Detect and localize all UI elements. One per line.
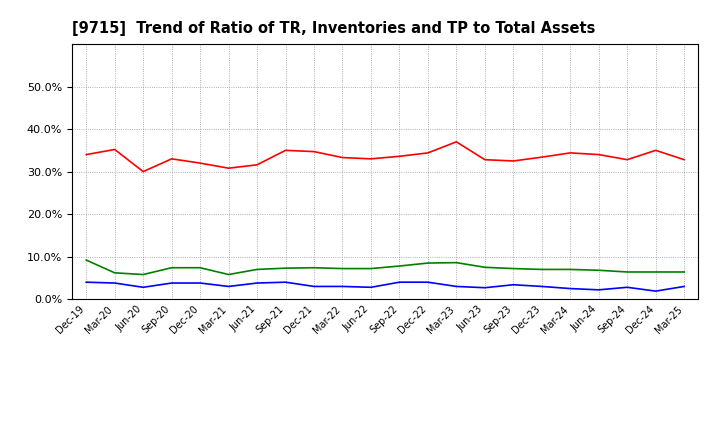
- Trade Payables: [680, 269, 688, 275]
- Trade Payables: [167, 265, 176, 270]
- Inventories: [595, 287, 603, 293]
- Trade Payables: [253, 267, 261, 272]
- Trade Payables: [566, 267, 575, 272]
- Trade Payables: [395, 264, 404, 269]
- Trade Receivables: [680, 157, 688, 162]
- Trade Receivables: [652, 148, 660, 153]
- Trade Receivables: [509, 158, 518, 164]
- Trade Receivables: [196, 161, 204, 166]
- Trade Payables: [537, 267, 546, 272]
- Trade Receivables: [225, 165, 233, 171]
- Trade Receivables: [423, 150, 432, 155]
- Inventories: [623, 285, 631, 290]
- Trade Payables: [595, 268, 603, 273]
- Trade Payables: [452, 260, 461, 265]
- Line: Trade Receivables: Trade Receivables: [86, 142, 684, 172]
- Inventories: [167, 280, 176, 286]
- Trade Receivables: [452, 139, 461, 144]
- Inventories: [509, 282, 518, 287]
- Inventories: [395, 279, 404, 285]
- Trade Payables: [196, 265, 204, 270]
- Trade Receivables: [537, 154, 546, 160]
- Trade Payables: [338, 266, 347, 271]
- Trade Receivables: [167, 156, 176, 161]
- Trade Payables: [110, 270, 119, 275]
- Inventories: [680, 284, 688, 289]
- Trade Receivables: [595, 152, 603, 157]
- Trade Payables: [310, 265, 318, 270]
- Inventories: [652, 289, 660, 294]
- Inventories: [110, 280, 119, 286]
- Trade Receivables: [623, 157, 631, 162]
- Inventories: [82, 279, 91, 285]
- Trade Receivables: [139, 169, 148, 174]
- Trade Payables: [366, 266, 375, 271]
- Trade Receivables: [110, 147, 119, 152]
- Inventories: [196, 280, 204, 286]
- Inventories: [225, 284, 233, 289]
- Trade Payables: [480, 265, 489, 270]
- Inventories: [338, 284, 347, 289]
- Trade Receivables: [338, 155, 347, 160]
- Trade Payables: [225, 272, 233, 277]
- Trade Payables: [623, 269, 631, 275]
- Trade Payables: [139, 272, 148, 277]
- Inventories: [423, 279, 432, 285]
- Inventories: [282, 279, 290, 285]
- Trade Receivables: [282, 148, 290, 153]
- Line: Inventories: Inventories: [86, 282, 684, 291]
- Legend: Trade Receivables, Inventories, Trade Payables: Trade Receivables, Inventories, Trade Pa…: [161, 438, 610, 440]
- Trade Payables: [82, 257, 91, 263]
- Text: [9715]  Trend of Ratio of TR, Inventories and TP to Total Assets: [9715] Trend of Ratio of TR, Inventories…: [72, 21, 595, 36]
- Trade Payables: [423, 260, 432, 266]
- Inventories: [480, 285, 489, 290]
- Trade Receivables: [253, 162, 261, 168]
- Trade Payables: [509, 266, 518, 271]
- Trade Receivables: [480, 157, 489, 162]
- Trade Receivables: [395, 154, 404, 159]
- Inventories: [566, 286, 575, 291]
- Inventories: [139, 285, 148, 290]
- Line: Trade Payables: Trade Payables: [86, 260, 684, 275]
- Trade Receivables: [310, 149, 318, 154]
- Trade Receivables: [566, 150, 575, 155]
- Inventories: [537, 284, 546, 289]
- Inventories: [310, 284, 318, 289]
- Inventories: [366, 285, 375, 290]
- Inventories: [253, 280, 261, 286]
- Trade Payables: [282, 265, 290, 271]
- Inventories: [452, 284, 461, 289]
- Trade Receivables: [366, 156, 375, 161]
- Trade Receivables: [82, 152, 91, 157]
- Trade Payables: [652, 269, 660, 275]
